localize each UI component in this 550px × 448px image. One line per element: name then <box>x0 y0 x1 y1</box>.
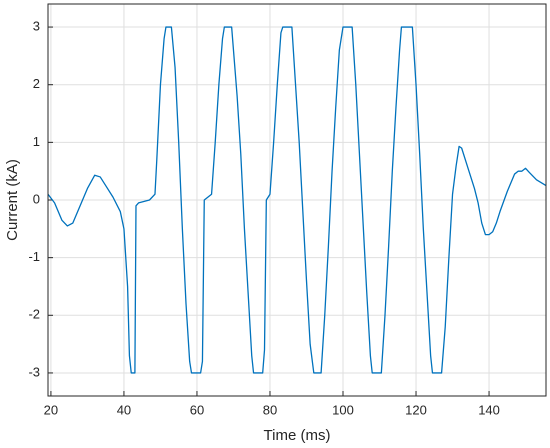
y-tick-label: 0 <box>33 191 40 206</box>
x-tick-label: 140 <box>478 402 500 417</box>
y-tick-label: 1 <box>33 134 40 149</box>
y-tick-label: -2 <box>28 307 40 322</box>
y-tick-label: 2 <box>33 76 40 91</box>
x-tick-label: 40 <box>117 402 131 417</box>
x-axis-label: Time (ms) <box>264 427 331 444</box>
y-tick-label: 3 <box>33 18 40 33</box>
x-tick-label: 60 <box>190 402 204 417</box>
plot-frame <box>47 3 547 397</box>
y-tick-label: -1 <box>28 249 40 264</box>
y-tick-label: -3 <box>28 364 40 379</box>
y-axis-label: Current (kA) <box>4 159 21 241</box>
x-tick-label: 80 <box>263 402 277 417</box>
data-line <box>47 26 547 374</box>
x-tick-label: 20 <box>44 402 58 417</box>
x-tick-label: 120 <box>405 402 427 417</box>
x-tick-label: 100 <box>332 402 354 417</box>
